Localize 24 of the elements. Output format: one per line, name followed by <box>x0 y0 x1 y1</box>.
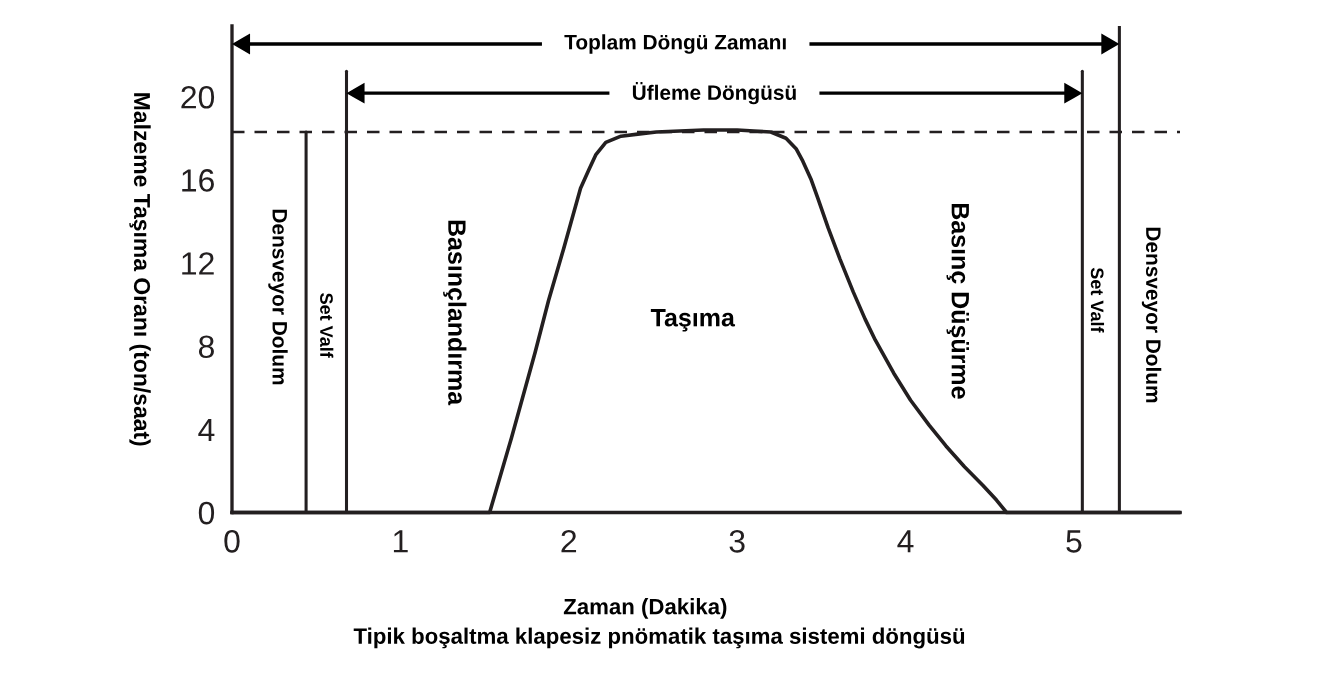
annotation: Set Valf <box>1090 267 1105 333</box>
x-tick-label: 4 <box>897 530 914 553</box>
x-tick-label: 3 <box>729 530 745 553</box>
annotation: Basınç Düşürme <box>946 203 970 399</box>
x-tick-label: 5 <box>1066 530 1082 553</box>
annotation: Set Valf <box>320 293 334 358</box>
y-tick-label: 4 <box>198 418 215 441</box>
x-axis-title: Zaman (Dakika) <box>563 598 727 619</box>
annotation: Basınçlandırma <box>443 220 467 406</box>
annotation: Taşıma <box>650 309 736 332</box>
y-tick-label: 8 <box>198 335 214 359</box>
x-tick-label: 0 <box>224 530 240 553</box>
x-tick-label: 2 <box>561 530 577 553</box>
y-tick-label: 12 <box>182 252 214 275</box>
y-tick-label: 16 <box>182 169 214 192</box>
y-axis-title: Malzeme Taşıma Oranı (ton/saat) <box>129 93 151 446</box>
annotation: Toplam Döngü Zamanı <box>564 34 786 54</box>
text: Tipik boşaltma klapesiz pnömatik taşıma sistemi döngüsü <box>353 627 965 649</box>
y-tick-label: 0 <box>198 501 215 525</box>
annotation: Üfleme Döngüsü <box>632 82 796 105</box>
annotation: Densveyor Dolum <box>1141 227 1162 403</box>
y-tick-label: 20 <box>181 85 215 109</box>
annotation: Densveyor Dolum <box>268 209 288 385</box>
x-tick-label: 1 <box>393 530 408 553</box>
